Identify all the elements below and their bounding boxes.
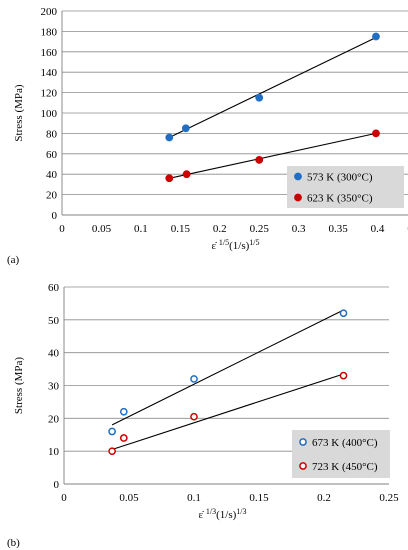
legend-label: 723 K (450°C) bbox=[312, 461, 378, 473]
data-point bbox=[182, 170, 191, 179]
series-1 bbox=[108, 309, 348, 436]
y-tick-label: 60 bbox=[48, 282, 60, 294]
x-tick-label: 0.25 bbox=[250, 223, 270, 235]
x-tick-label: 0.15 bbox=[171, 223, 191, 235]
x-axis-title: ε̇ 1/5(1/s)1/5 bbox=[211, 238, 259, 252]
data-point bbox=[119, 407, 128, 416]
chart-panel-1: 0 20 40 60 80 100 120 140 160 180 200 0 0.05 0.1 0.15 0… bbox=[7, 6, 408, 266]
data-point bbox=[108, 447, 116, 456]
legend-label: 623 K (350°C) bbox=[307, 193, 373, 205]
y-tick-label: 0 bbox=[52, 210, 58, 222]
x-tick-label: 0.1 bbox=[134, 223, 148, 235]
legend-box bbox=[292, 430, 390, 478]
data-point bbox=[255, 93, 264, 102]
y-tick-label: 40 bbox=[48, 348, 60, 360]
panel-label: (b) bbox=[7, 537, 20, 549]
legend-label: 673 K (400°C) bbox=[312, 437, 378, 449]
y-tick-label: 180 bbox=[41, 26, 58, 38]
legend: 573 K (300°C) 623 K (350°C) bbox=[287, 166, 404, 208]
legend-label: 573 K (300°C) bbox=[307, 172, 373, 184]
data-point bbox=[190, 412, 198, 421]
y-tick-label: 20 bbox=[46, 190, 58, 202]
x-tick-label: 0.05 bbox=[119, 492, 139, 504]
data-point bbox=[165, 133, 174, 142]
data-point bbox=[339, 309, 348, 318]
y-tick-label: 60 bbox=[46, 149, 58, 161]
data-point bbox=[181, 124, 190, 133]
trend-line bbox=[169, 37, 377, 138]
x-tick-label: 0 bbox=[61, 492, 67, 504]
y-tick-label: 30 bbox=[48, 381, 60, 393]
data-point bbox=[255, 156, 264, 164]
x-tick-label: 0.3 bbox=[292, 223, 306, 235]
legend-marker bbox=[299, 438, 307, 446]
x-tick-label: 0.2 bbox=[213, 223, 227, 235]
data-point bbox=[165, 174, 174, 183]
trend-line bbox=[111, 373, 344, 451]
y-tick-label: 200 bbox=[41, 6, 58, 18]
x-axis-title: ε̇ 1/3(1/s)1/3 bbox=[198, 507, 246, 521]
x-tick-label: 0.2 bbox=[317, 492, 331, 504]
legend-box bbox=[287, 166, 404, 208]
y-axis-title: Stress (MPa) bbox=[13, 357, 25, 414]
y-tick-label: 100 bbox=[41, 108, 58, 120]
x-tick-label: 0 bbox=[59, 223, 65, 235]
y-tick-label: 40 bbox=[46, 169, 58, 181]
x-tick-label: 0.4 bbox=[371, 223, 385, 235]
x-tick-label: 0.05 bbox=[92, 223, 112, 235]
chart-panel-2: 0 10 20 30 40 50 60 0 0.05 0.1 0.15 0.2 0.25 Stress (… bbox=[7, 282, 399, 549]
data-point bbox=[190, 375, 198, 383]
data-point bbox=[339, 371, 348, 380]
y-tick-label: 140 bbox=[41, 67, 58, 79]
trend-line bbox=[111, 309, 344, 426]
legend-marker bbox=[294, 172, 302, 181]
x-tick-label: 0.25 bbox=[379, 492, 399, 504]
legend-marker bbox=[294, 193, 302, 202]
data-point bbox=[372, 32, 380, 41]
legend: 673 K (400°C) 723 K (450°C) bbox=[292, 430, 390, 478]
series-2 bbox=[165, 129, 380, 183]
x-tick-label: 0.1 bbox=[187, 492, 201, 504]
series-2 bbox=[108, 371, 348, 456]
data-point bbox=[108, 427, 116, 436]
data-point bbox=[372, 129, 380, 138]
y-tick-label: 50 bbox=[48, 315, 60, 327]
y-tick-label: 0 bbox=[54, 479, 60, 491]
x-tick-label: 0.15 bbox=[249, 492, 269, 504]
y-tick-label: 20 bbox=[48, 413, 60, 425]
x-tick-label: 0.35 bbox=[328, 223, 348, 235]
trend-line bbox=[169, 132, 377, 179]
series-1 bbox=[165, 32, 380, 142]
y-tick-label: 80 bbox=[46, 128, 58, 140]
y-axis-title: Stress (MPa) bbox=[13, 84, 25, 141]
y-tick-label: 120 bbox=[41, 88, 58, 100]
data-point bbox=[119, 434, 128, 442]
y-tick-label: 10 bbox=[48, 446, 60, 458]
legend-marker bbox=[299, 462, 307, 470]
y-tick-label: 160 bbox=[41, 47, 58, 59]
panel-label: (a) bbox=[7, 254, 20, 266]
